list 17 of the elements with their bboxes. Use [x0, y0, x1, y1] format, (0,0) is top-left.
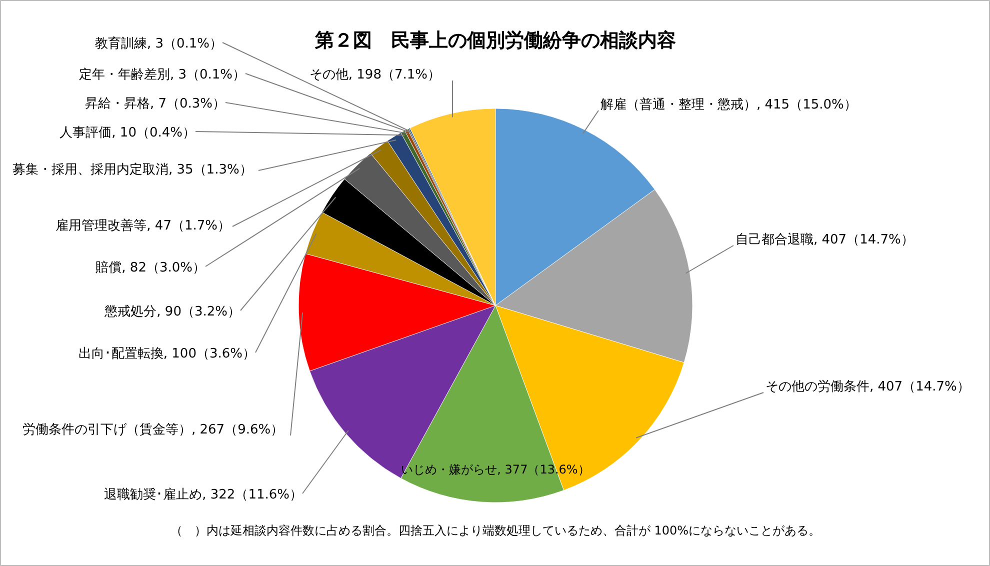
slice-label: 雇用管理改善等, 47（1.7%）: [56, 218, 231, 234]
slice-label: 出向･配置転換, 100（3.6%）: [78, 346, 256, 362]
slice-label: 人事評価, 10（0.4%）: [60, 126, 196, 140]
text: （ ）内は延相談内容件数に占める割合。四捨五入により端数処理しているため、合計が 100%にならないことがある。: [170, 524, 821, 538]
slice-label: 退職勧奨･雇止め, 322（11.6%）: [104, 486, 303, 502]
slice-label: 自己都合退職, 407（14.7%）: [736, 232, 914, 248]
chart-title: 第２図 民事上の個別労働紛争の相談内容: [314, 30, 676, 52]
slice-label: 募集・採用、採用内定取消, 35（1.3%）: [12, 162, 252, 178]
slice-label: 賠償, 82（3.0%）: [96, 260, 206, 276]
slice-label: 教育訓練, 3（0.1%）: [94, 36, 222, 52]
slice-label: その他の労働条件, 407（14.7%）: [766, 380, 970, 394]
slice-label: 昇給・昇格, 7（0.3%）: [84, 96, 226, 112]
slice-label: その他, 198（7.1%）: [309, 68, 441, 82]
slice-label: 定年・年齢差別, 3（0.1%）: [78, 68, 246, 82]
slice-label: 労働条件の引下げ（賃金等）, 267（9.6%）: [22, 422, 284, 438]
slice-label: 解雇（普通・整理・懲戒）, 415（15.0%）: [600, 96, 857, 112]
slice-label: 懲戒処分, 90（3.2%）: [104, 304, 241, 320]
